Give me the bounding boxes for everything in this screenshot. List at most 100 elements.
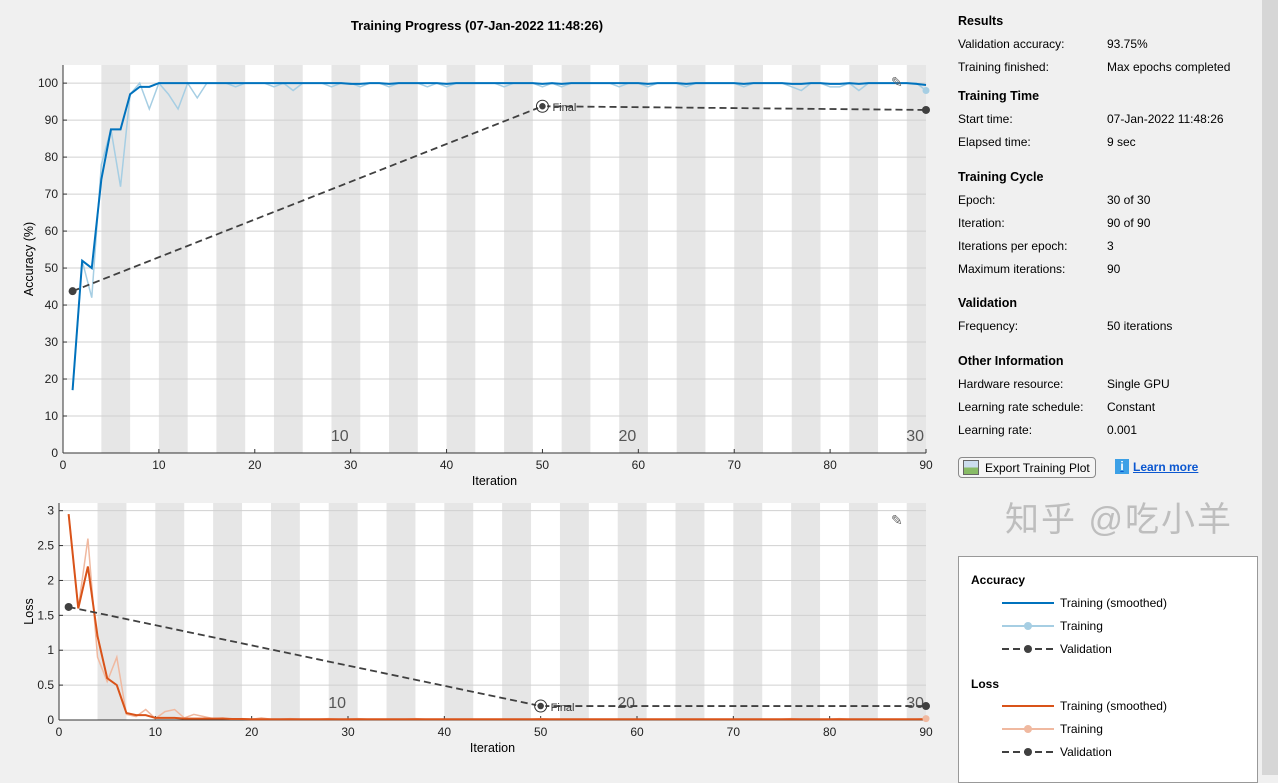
epoch-band [155, 503, 185, 720]
results-label: Training finished: [958, 60, 1049, 74]
cycle-heading: Training Cycle [958, 170, 1044, 184]
training-end-point [922, 87, 930, 95]
info-icon: i [1115, 459, 1129, 474]
plot-area [63, 65, 926, 453]
epoch-band [504, 65, 533, 453]
epoch-band [675, 503, 705, 720]
legend-loss-training: Training [1002, 722, 1103, 736]
epoch-band [849, 65, 879, 453]
cycle-label: Epoch: [958, 193, 996, 207]
y-tick-label: 20 [45, 372, 59, 386]
epoch-band [559, 503, 589, 720]
epoch-label: 10 [328, 695, 346, 712]
x-tick-label: 90 [919, 458, 933, 472]
epoch-band [158, 65, 188, 453]
other-value: Single GPU [1107, 377, 1170, 391]
x-tick-label: 60 [632, 458, 646, 472]
x-tick-label: 0 [56, 725, 63, 739]
validation-point [537, 101, 548, 111]
cycle-label: Iteration: [958, 216, 1005, 230]
x-tick-label: 50 [534, 725, 548, 739]
epoch-band [848, 503, 878, 720]
training-plots: Training Progress (07-Jan-2022 11:48:26)… [22, 18, 933, 755]
y-tick-label: 50 [45, 261, 59, 275]
epoch-band [386, 503, 416, 720]
epoch-label: 10 [331, 428, 349, 445]
epoch-label: 20 [619, 428, 637, 445]
final-marker [534, 699, 548, 713]
epoch-band [389, 65, 418, 453]
epoch-band [328, 503, 358, 720]
other-value: 0.001 [1107, 423, 1138, 437]
export-label: Export Training Plot [985, 460, 1090, 475]
x-tick-label: 20 [245, 725, 259, 739]
x-tick-label: 30 [344, 458, 358, 472]
cycle-label: Iterations per epoch: [958, 239, 1068, 253]
x-tick-label: 50 [536, 458, 550, 472]
final-label: Final [551, 702, 575, 714]
legend-acc-validation: Validation [1002, 642, 1112, 656]
other-label: Learning rate schedule: [958, 400, 1084, 414]
validation-point [68, 287, 77, 296]
legend-label: Validation [1060, 642, 1112, 656]
legend-acc-training: Training [1002, 619, 1103, 633]
epoch-band [101, 65, 131, 453]
validation-point [535, 701, 546, 711]
x-tick-label: 10 [152, 458, 166, 472]
plot-title: Training Progress (07-Jan-2022 11:48:26) [351, 18, 603, 33]
results-value: Max epochs completed [1107, 60, 1231, 74]
x-tick-label: 70 [727, 725, 741, 739]
y-tick-label: 40 [45, 298, 59, 312]
epoch-label: 30 [906, 428, 924, 445]
y-tick-label: 0 [47, 713, 54, 727]
epoch-band [906, 503, 926, 720]
y-axis-label: Accuracy (%) [22, 222, 36, 296]
legend-acc-smoothed: Training (smoothed) [1002, 596, 1167, 610]
y-tick-label: 3 [47, 504, 54, 518]
other-label: Hardware resource: [958, 377, 1064, 391]
cycle-value: 3 [1107, 239, 1114, 253]
x-tick-label: 30 [341, 725, 355, 739]
results-value: 93.75% [1107, 37, 1148, 51]
y-axis-label: Loss [22, 598, 36, 624]
export-training-plot-button[interactable]: Export Training Plot [958, 457, 1096, 478]
x-tick-label: 40 [438, 725, 452, 739]
y-tick-label: 1.5 [37, 608, 54, 622]
y-tick-label: 10 [45, 409, 59, 423]
y-tick-label: 90 [45, 113, 59, 127]
y-tick-label: 0.5 [37, 678, 54, 692]
training-smoothed-line [67, 514, 926, 721]
legend-loss-validation: Validation [1002, 745, 1112, 759]
epoch-band [561, 65, 591, 453]
epoch-band [270, 503, 300, 720]
x-tick-label: 10 [149, 725, 163, 739]
epoch-band [791, 65, 821, 453]
y-tick-label: 100 [38, 76, 58, 90]
epoch-band [617, 503, 647, 720]
y-tick-label: 80 [45, 150, 59, 164]
other-label: Learning rate: [958, 423, 1033, 437]
validation-line [68, 606, 926, 707]
vertical-scrollbar[interactable] [1262, 0, 1278, 775]
legend-label: Training (smoothed) [1060, 699, 1167, 713]
epoch-band [733, 503, 763, 720]
validation-point [922, 105, 930, 114]
x-tick-label: 40 [440, 458, 454, 472]
time-label: Elapsed time: [958, 135, 1031, 149]
epoch-band [502, 503, 532, 720]
cycle-value: 30 of 30 [1107, 193, 1151, 207]
y-tick-label: 60 [45, 224, 59, 238]
epoch-band [216, 65, 246, 453]
validation-label: Frequency: [958, 319, 1019, 333]
time-value: 9 sec [1107, 135, 1136, 149]
validation-line [72, 105, 927, 293]
legend-loss-heading: Loss [971, 677, 1000, 691]
y-tick-label: 70 [45, 187, 59, 201]
x-tick-label: 20 [248, 458, 262, 472]
other-heading: Other Information [958, 354, 1064, 368]
final-label: Final [552, 102, 576, 114]
learn-more-link[interactable]: i Learn more [1115, 459, 1198, 474]
validation-value: 50 iterations [1107, 319, 1173, 333]
cycle-value: 90 [1107, 262, 1121, 276]
x-tick-label: 60 [630, 725, 644, 739]
